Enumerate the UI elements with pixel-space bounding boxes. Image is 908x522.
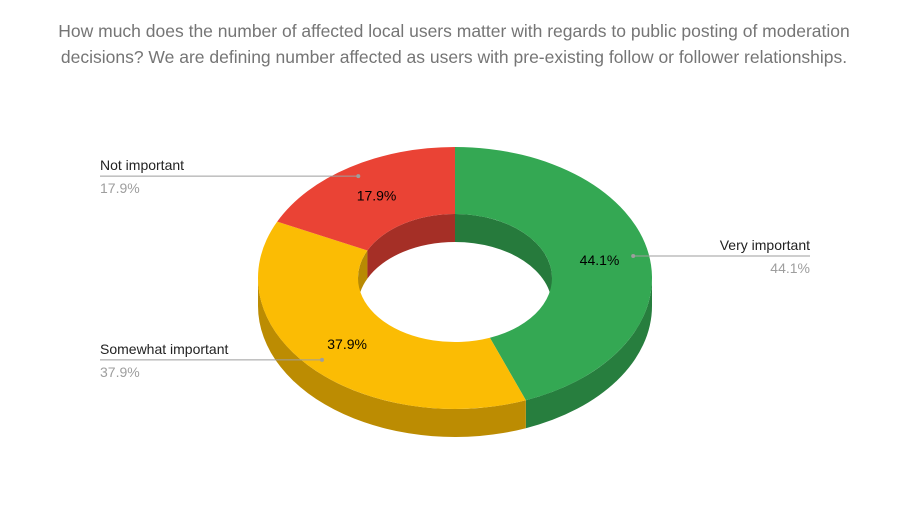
side-somewhat-important	[258, 278, 526, 437]
slice-labels: 44.1% Very important 44.1% 37.9% Somewhat im…	[100, 157, 810, 380]
callout-percent-somewhat-important: 37.9%	[100, 364, 140, 380]
slice-value-not-important: 17.9%	[357, 188, 397, 204]
hole-wall-not-important-1	[367, 214, 455, 279]
hole-wall-very-important-0	[455, 214, 552, 306]
callout-label-not-important: Not important	[100, 157, 184, 173]
chart-title: How much does the number of affected loc…	[58, 21, 850, 67]
hole-wall-somewhat-important-1	[358, 250, 368, 306]
slice-somewhat-important	[257, 221, 526, 409]
callout-percent-not-important: 17.9%	[100, 180, 140, 196]
slice-value-somewhat-important: 37.9%	[327, 336, 367, 352]
slice-not-important	[277, 147, 455, 251]
slice-sides	[258, 278, 652, 437]
slice-value-very-important: 44.1%	[580, 252, 620, 268]
donut-hole-walls	[358, 214, 552, 306]
callout-percent-very-important: 44.1%	[770, 260, 810, 276]
slice-tops	[257, 147, 653, 409]
slice-very-important	[455, 147, 653, 401]
callout-label-somewhat-important: Somewhat important	[100, 341, 229, 357]
side-very-important	[525, 278, 652, 429]
callout-label-very-important: Very important	[720, 237, 810, 253]
